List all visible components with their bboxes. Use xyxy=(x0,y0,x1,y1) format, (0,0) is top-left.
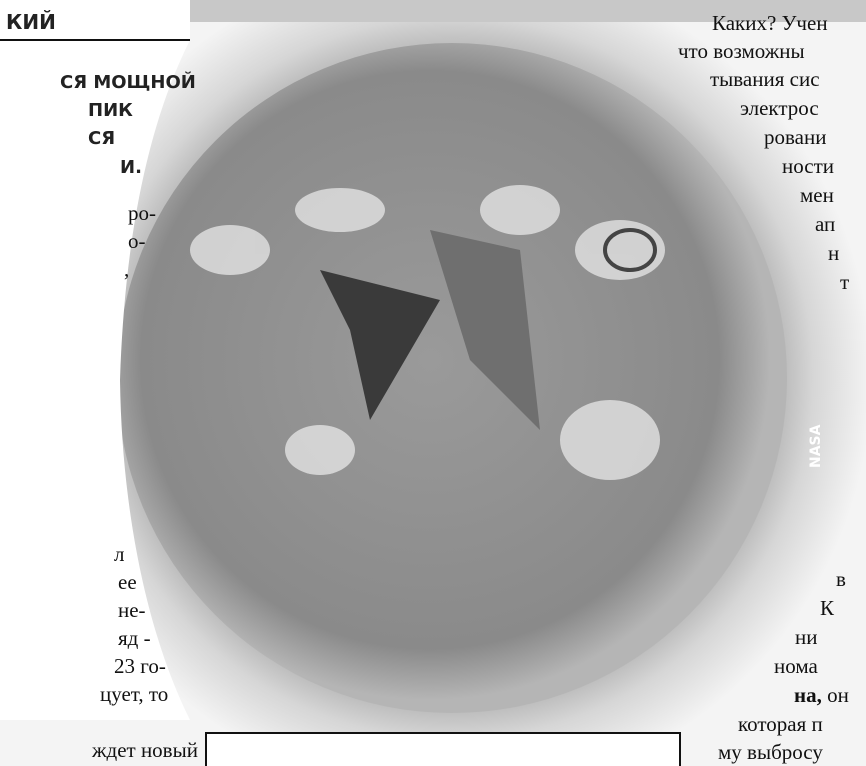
body-line: мен xyxy=(800,183,834,207)
body-line: ровани xyxy=(764,125,827,149)
lead-line: ПИК xyxy=(88,100,133,121)
bold-run: на, xyxy=(794,683,822,707)
section-heading: КИЙ xyxy=(6,10,56,34)
lead-line: СЯ xyxy=(88,128,116,149)
lead-line: И. xyxy=(120,157,142,178)
body-line: яд - xyxy=(118,626,151,650)
photo-credit: NASA xyxy=(808,424,824,468)
body-line: 23 го- xyxy=(114,654,166,678)
body-line: ности xyxy=(782,154,834,178)
caption-box xyxy=(205,732,681,766)
body-line: ждет новый xyxy=(92,738,198,762)
body-line: на, он xyxy=(794,684,849,706)
body-line: ее xyxy=(118,570,137,594)
body-line: о- xyxy=(128,229,146,253)
body-line: тывания сис xyxy=(710,67,820,91)
body-line: т xyxy=(840,270,850,294)
lead-line: СЯ МОЩНОЙ xyxy=(60,72,196,93)
body-line: нома xyxy=(774,654,818,678)
heading-rule xyxy=(0,39,190,41)
body-line: н xyxy=(828,241,840,265)
body-line: что возможны xyxy=(678,39,805,63)
body-line: му выбросу xyxy=(718,740,823,764)
body-line: л xyxy=(114,542,125,566)
body-line: электрос xyxy=(740,96,819,120)
text-run: он xyxy=(821,683,849,707)
body-line: ни xyxy=(795,625,818,649)
body-line: Каких? Учен xyxy=(712,11,828,35)
body-line: в xyxy=(836,567,846,591)
body-line: цует, то xyxy=(100,682,169,706)
body-line: ро- xyxy=(128,201,156,225)
body-line: не- xyxy=(118,598,146,622)
body-line: которая п xyxy=(738,712,823,736)
body-line: , xyxy=(124,257,130,281)
body-line: К xyxy=(820,596,835,620)
body-line: ап xyxy=(815,212,836,236)
